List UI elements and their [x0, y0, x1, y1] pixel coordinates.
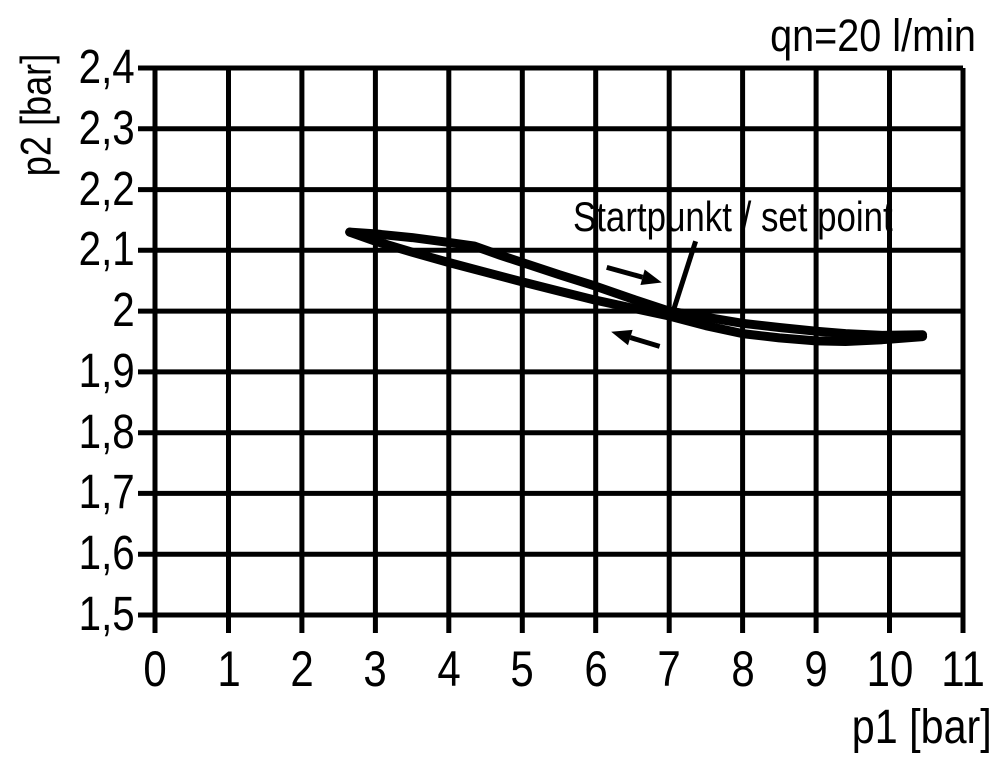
curve-forward-branch — [345, 227, 928, 340]
y-tick-label: 1,9 — [78, 344, 135, 398]
x-tick-label: 2 — [290, 641, 314, 697]
y-tick-label: 1,6 — [78, 527, 135, 581]
x-tick-label: 4 — [437, 641, 461, 697]
y-axis-title: p2 [bar] — [12, 53, 61, 177]
forward-direction-arrow-head-icon — [640, 269, 662, 285]
x-tick-label: 9 — [804, 641, 828, 697]
y-tick-label: 2 — [112, 284, 135, 338]
x-tick-label: 1 — [216, 641, 241, 697]
x-tick-label: 10 — [866, 641, 913, 697]
return-direction-arrow-head-icon — [611, 329, 633, 346]
forward-direction-arrow-shaft — [606, 264, 644, 280]
y-tick-label: 1,8 — [78, 405, 135, 459]
y-tick-label: 2,2 — [78, 162, 135, 216]
x-tick-label: 3 — [363, 641, 388, 697]
y-tick-label: 2,4 — [78, 41, 135, 94]
y-tick-label: 1,5 — [78, 588, 135, 641]
return-direction-arrow-shaft — [629, 335, 661, 349]
y-tick-label: 2,1 — [78, 223, 135, 277]
x-tick-label: 8 — [730, 641, 755, 697]
y-tick-label: 1,7 — [78, 466, 135, 520]
setpoint-leader-line — [671, 240, 699, 311]
x-tick-label: 5 — [510, 641, 534, 697]
flow-rate-annotation: qn=20 l/min — [770, 10, 976, 61]
x-tick-label: 6 — [584, 641, 608, 697]
grid-lines — [138, 65, 966, 633]
x-tick-label: 11 — [941, 641, 985, 697]
x-tick-label: 0 — [143, 641, 167, 697]
setpoint-annotation-label: Startpunkt / set point — [573, 193, 893, 240]
curve-return-branch — [345, 227, 928, 346]
x-tick-label: 7 — [657, 641, 681, 697]
y-tick-label: 2,3 — [78, 101, 135, 155]
x-axis-title: p1 [bar] — [852, 701, 992, 754]
